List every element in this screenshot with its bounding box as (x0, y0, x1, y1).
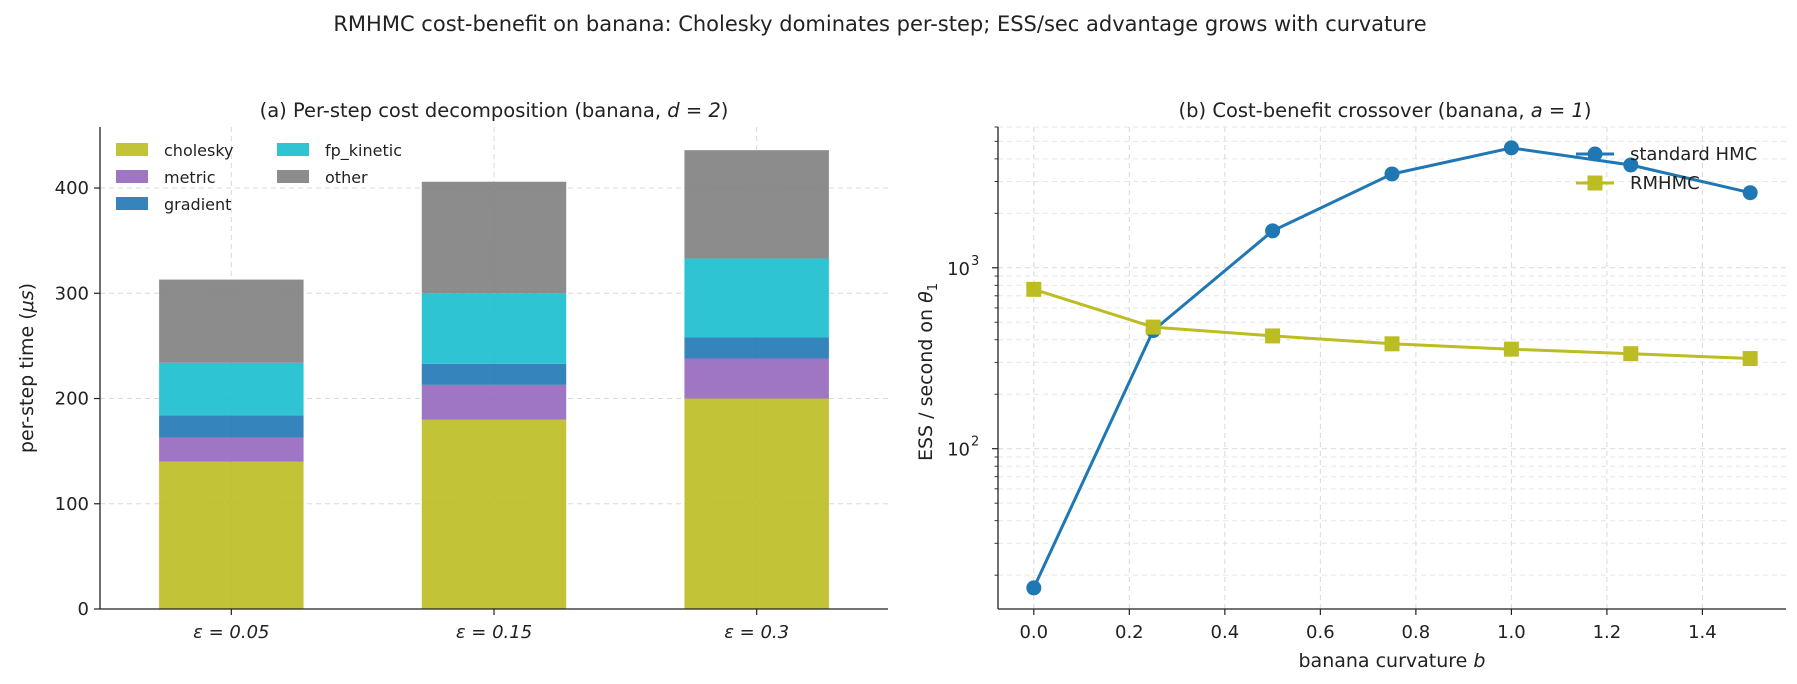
point-standard-hmc (1623, 157, 1639, 173)
legend-swatch-fp-kinetic (277, 143, 309, 156)
panel-b-x-tick-label: 0.4 (1211, 622, 1240, 643)
legend-swatch-cholesky (116, 143, 148, 156)
bar-other (159, 279, 304, 363)
panel-a-x-tick-label: ε = 0.05 (193, 622, 269, 643)
bar-other (421, 181, 567, 294)
bar-cholesky (421, 419, 567, 609)
legend-marker-rmhmc (1587, 175, 1603, 191)
point-rmhmc (1265, 328, 1281, 344)
point-rmhmc (1384, 336, 1400, 352)
bar-cholesky (684, 398, 829, 609)
legend-swatch-metric (116, 170, 148, 183)
panel-b-y-tick-exponent: 2 (971, 435, 979, 450)
panel-b-y-tick-exponent: 3 (971, 254, 979, 269)
bar-fp-kinetic (421, 293, 567, 364)
panel-b-grid (998, 126, 1786, 609)
bar-metric (421, 384, 567, 420)
panel-b-title: (b) Cost-benefit crossover (banana, a = … (1179, 99, 1592, 122)
bar-gradient (684, 337, 829, 359)
panel-b-y-tick-label: 10 (947, 440, 970, 461)
panel-b-x-label: banana curvature b (1299, 650, 1486, 672)
panel-b-x-ticks: 0.0 0.2 0.4 0.6 0.8 1.0 1.2 1.4 (1019, 609, 1717, 643)
panel-a-x-tick-label: ε = 0.3 (724, 622, 789, 643)
point-standard-hmc (1265, 223, 1281, 239)
panel-b-y-tick-label: 10 (947, 259, 970, 280)
point-rmhmc (1026, 281, 1042, 297)
legend-label-gradient: gradient (164, 195, 231, 214)
panel-b-legend: standard HMC RMHMC (1576, 144, 1757, 194)
series-line-standard-hmc (1032, 146, 1751, 589)
legend-label-other: other (325, 168, 368, 187)
panel-b-series (1026, 140, 1758, 596)
bar-cholesky (159, 461, 304, 609)
point-rmhmc (1742, 351, 1758, 367)
legend-label-standard-hmc: standard HMC (1630, 144, 1757, 165)
point-rmhmc (1623, 346, 1639, 362)
legend-swatch-gradient (116, 197, 148, 210)
panel-b-x-tick-label: 0.2 (1115, 622, 1144, 643)
panel-a-y-ticks: 0 100 200 300 400 (55, 178, 100, 620)
legend-label-cholesky: cholesky (164, 141, 234, 160)
panel-a-x-ticks: ε = 0.05 ε = 0.15 ε = 0.3 (193, 609, 789, 643)
bar-metric (159, 437, 304, 462)
figure-suptitle: RMHMC cost-benefit on banana: Cholesky d… (333, 12, 1426, 36)
panel-a-title: (a) Per-step cost decomposition (banana,… (260, 99, 729, 122)
panel-b-crossover: (b) Cost-benefit crossover (banana, a = … (915, 99, 1786, 672)
panel-a-y-tick-label: 300 (55, 283, 89, 304)
point-standard-hmc (1026, 580, 1042, 596)
panel-a-y-tick-label: 400 (55, 178, 89, 199)
panel-b-x-tick-label: 1.4 (1688, 622, 1717, 643)
legend-label-fp-kinetic: fp_kinetic (325, 141, 402, 161)
point-rmhmc (1145, 319, 1161, 335)
legend-swatch-other (277, 170, 309, 183)
bar-gradient (159, 415, 304, 438)
point-rmhmc (1503, 341, 1519, 357)
panel-b-x-tick-label: 0.8 (1402, 622, 1431, 643)
panel-a-y-tick-label: 200 (55, 389, 89, 410)
panel-a-y-tick-label: 100 (55, 494, 89, 515)
panel-a-cost-decomposition: (a) Per-step cost decomposition (banana,… (16, 99, 888, 643)
legend-marker-standard-hmc (1587, 146, 1603, 162)
panel-a-bars (159, 150, 829, 609)
panel-a-x-tick-label: ε = 0.15 (456, 622, 532, 643)
legend-label-rmhmc: RMHMC (1630, 173, 1700, 194)
panel-b-y-label: ESS / second on θ1 (915, 283, 941, 461)
bar-fp-kinetic (684, 258, 829, 338)
panel-b-x-tick-label: 0.6 (1306, 622, 1335, 643)
panel-b-x-tick-label: 0.0 (1019, 622, 1048, 643)
panel-b-x-tick-label: 1.2 (1593, 622, 1622, 643)
legend-label-metric: metric (164, 168, 216, 187)
bar-gradient (421, 363, 567, 385)
bar-other (684, 150, 829, 259)
bar-fp-kinetic (159, 362, 304, 416)
panel-a-y-label: per-step time (μs) (16, 283, 38, 453)
bar-metric (684, 358, 829, 399)
point-standard-hmc (1384, 166, 1400, 182)
panel-b-x-tick-label: 1.0 (1497, 622, 1526, 643)
panel-a-y-tick-label: 0 (78, 599, 89, 620)
point-standard-hmc (1742, 185, 1758, 201)
point-standard-hmc (1503, 140, 1519, 156)
